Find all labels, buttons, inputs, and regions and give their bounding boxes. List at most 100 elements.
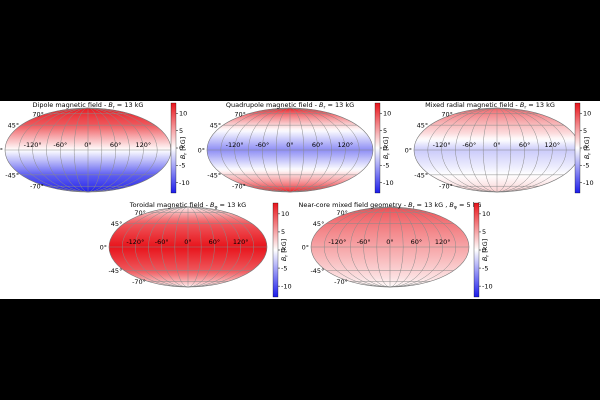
meridian-line [234,107,291,193]
meridian-line [496,107,553,193]
colorbar-tick-label: 10 [383,110,391,118]
colorbar-tick-label: 0 [383,144,387,152]
colorbar-tick-label: 10 [281,210,289,218]
meridian-line [496,107,567,193]
meridian-line [46,107,89,193]
colorbar-label: Br [kG] [280,239,290,261]
latitude-label: 70° [336,209,348,217]
colorbar-tick-label: 10 [583,110,591,118]
meridian-line [60,107,89,193]
meridian-line [174,206,189,288]
chart-title: Near-core mixed field geometry - Br = 13… [298,201,481,211]
longitude-label: 60° [209,238,221,246]
meridian-line [262,107,291,193]
colorbar [374,102,381,194]
longitude-label: 120° [135,141,151,149]
meridian-line [389,206,457,288]
colorbar-tick-label: -5 [281,264,287,272]
latitude-label: 0° [302,244,309,252]
latitude-label: 45° [417,122,429,130]
meridian-line [323,206,391,288]
colorbar-tick-label: 0 [583,144,587,152]
colorbar-tick-label: 5 [583,127,587,135]
colorbar-tick-label: 0 [482,246,486,254]
latitude-label: -45° [5,171,19,179]
meridian-line [289,107,318,193]
chart-title: Quadrupole magnetic field - Br = 13 kG [226,101,354,111]
meridian-line [87,107,158,193]
meridian-line [187,206,215,288]
meridian-line [389,206,443,288]
colorbar-tick-label: 10 [482,210,490,218]
colorbar-tick-label: 5 [281,228,285,236]
longitude-label: -60° [357,238,371,246]
colorbar [272,202,279,298]
longitude-label: -60° [53,141,67,149]
meridian-line [187,206,241,288]
longitude-label: -120° [126,238,144,246]
chart-title: Dipole magnetic field - Br = 13 kG [33,101,144,111]
latitude-label: 45° [111,220,123,228]
panel-dipole: -120° -60° 0° 60° 120° 70° 45° 0° -45° -70° Dipole… [0,101,190,194]
panel-nearcore: -120° -60° 0° 60° 120° 70° 45° 0° -45° -70° Near-c… [298,201,493,298]
latitude-label: 70° [441,110,453,118]
meridian-line [389,206,430,288]
longitude-label: -120° [24,141,42,149]
meridian-line [87,107,130,193]
meridian-line [289,107,332,193]
latitude-label: -45° [108,267,122,275]
colorbar [170,102,177,194]
latitude-label: -70° [439,183,453,191]
meridian-line [376,206,391,288]
meridian-line [496,107,539,193]
meridian-line [289,107,305,193]
colorbar [574,102,581,194]
latitude-label: -45° [310,267,324,275]
longitude-label: 120° [435,238,451,246]
longitude-label: -60° [155,238,169,246]
longitude-label: -60° [255,141,269,149]
meridian-line [496,107,512,193]
colorbar-tick-label: 10 [179,110,187,118]
colorbar-tick-label: 0 [179,144,183,152]
latitude-label: -70° [30,183,44,191]
longitude-label: 60° [411,238,423,246]
colorbar-tick-label: 5 [383,127,387,135]
colorbar [473,202,480,298]
colorbar-tick-label: 5 [179,127,183,135]
longitude-label: 60° [519,141,531,149]
meridian-line [275,107,291,193]
colorbar-tick-label: -10 [179,179,190,187]
colorbar-tick-label: -5 [583,162,589,170]
colorbar-tick-label: -10 [383,179,394,187]
longitude-label: -120° [226,141,244,149]
latitude-label: 0° [198,147,205,155]
longitude-label: 60° [312,141,324,149]
longitude-label: 0° [84,141,91,149]
meridian-line [73,107,89,193]
chart-title: Toroidal magnetic field - Bφ = 13 kG [129,201,246,211]
colorbar-label: Br [kG] [382,137,392,159]
meridian-line [337,206,391,288]
colorbar-tick-label: -10 [482,282,493,290]
latitude-label: 0° [405,147,412,155]
meridian-line [482,107,498,193]
meridian-line [427,107,498,193]
map-outline [310,206,470,288]
latitude-label: -45° [207,171,221,179]
colorbar-tick-label: -10 [281,282,292,290]
colorbar-tick-label: -10 [583,179,594,187]
meridian-line [161,206,189,288]
colorbar-label: Br [kG] [179,137,189,159]
panel-quadrupole: -120° -60° 0° 60° 120° 70° 45° 0° -45° -70° Quadru… [198,101,394,194]
colorbar-tick-label: -5 [383,162,389,170]
latitude-label: 0° [100,244,107,252]
meridian-line [220,107,291,193]
figure: -120° -60° 0° 60° 120° 70° 45° 0° -45° -70° Dipole… [0,101,600,299]
meridian-line [363,206,391,288]
latitude-label: -70° [132,278,146,286]
colorbar-label: Br [kG] [481,239,491,261]
latitude-label: -70° [334,278,348,286]
meridian-line [469,107,498,193]
colorbar-label: Br [kG] [583,137,593,159]
